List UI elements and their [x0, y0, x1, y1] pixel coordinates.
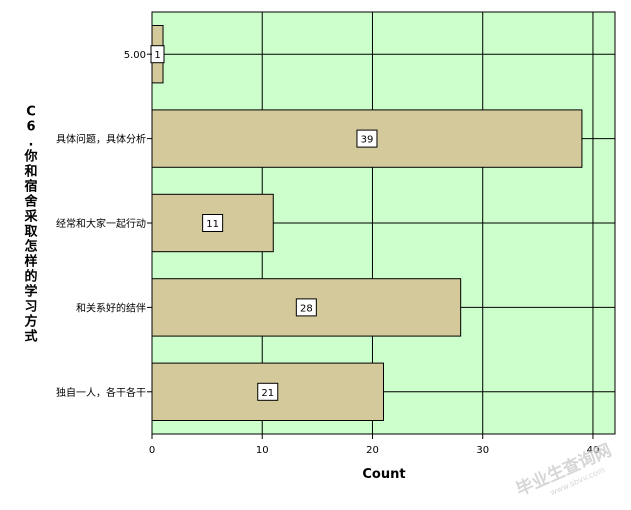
- data-label: 39: [361, 135, 374, 146]
- x-tick-label: 30: [476, 445, 489, 456]
- data-label: 11: [206, 219, 219, 230]
- data-label-box: [257, 382, 279, 401]
- data-label: 28: [300, 303, 313, 314]
- x-tick-label: 20: [366, 445, 379, 456]
- watermark: 毕业生查询网 www.sbvv.com: [513, 440, 615, 501]
- category-label: 具体问题，具体分析: [56, 133, 146, 146]
- x-axis-title: Count: [362, 467, 405, 482]
- category-label: 5.00: [124, 50, 146, 61]
- category-label: 独自一人，各干各干: [56, 386, 146, 399]
- x-axis-ticks: 0 10 20 30 40: [149, 434, 600, 456]
- x-tick-label: 10: [256, 445, 269, 456]
- data-label: 1: [154, 50, 160, 61]
- x-tick-label: 0: [149, 445, 155, 456]
- data-label-box: [356, 129, 378, 148]
- category-label: 和关系好的结伴: [76, 301, 146, 314]
- data-label-box: [295, 298, 317, 317]
- x-tick-label: 40: [587, 445, 600, 456]
- data-label: 21: [261, 388, 274, 399]
- bars: 1 39 11 28 21: [150, 25, 583, 421]
- data-label-box: [202, 214, 224, 232]
- category-label: 经常和大家一起行动: [56, 217, 146, 230]
- y-axis-title: C 6 .你和宿舍采取怎样的学习方式: [23, 105, 38, 345]
